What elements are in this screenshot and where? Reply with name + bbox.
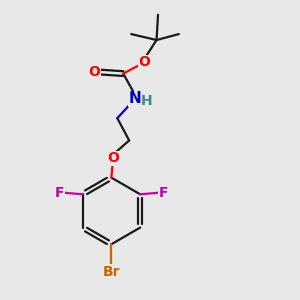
Text: H: H xyxy=(141,94,152,108)
Text: Br: Br xyxy=(103,265,120,279)
Text: F: F xyxy=(55,186,64,200)
Text: O: O xyxy=(139,55,151,69)
Text: O: O xyxy=(107,151,119,165)
Text: F: F xyxy=(159,186,168,200)
Text: O: O xyxy=(88,65,101,79)
Text: N: N xyxy=(129,92,142,106)
